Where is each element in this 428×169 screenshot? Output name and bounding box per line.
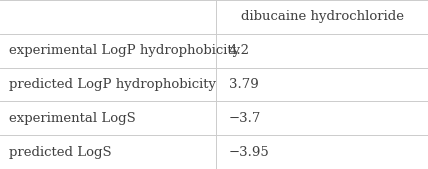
Text: experimental LogS: experimental LogS [9, 112, 135, 125]
Text: −3.7: −3.7 [229, 112, 262, 125]
Text: 3.79: 3.79 [229, 78, 259, 91]
Text: −3.95: −3.95 [229, 146, 270, 159]
Text: 4.2: 4.2 [229, 44, 250, 57]
Text: predicted LogP hydrophobicity: predicted LogP hydrophobicity [9, 78, 216, 91]
Text: predicted LogS: predicted LogS [9, 146, 111, 159]
Text: experimental LogP hydrophobicity: experimental LogP hydrophobicity [9, 44, 240, 57]
Text: dibucaine hydrochloride: dibucaine hydrochloride [241, 10, 404, 23]
